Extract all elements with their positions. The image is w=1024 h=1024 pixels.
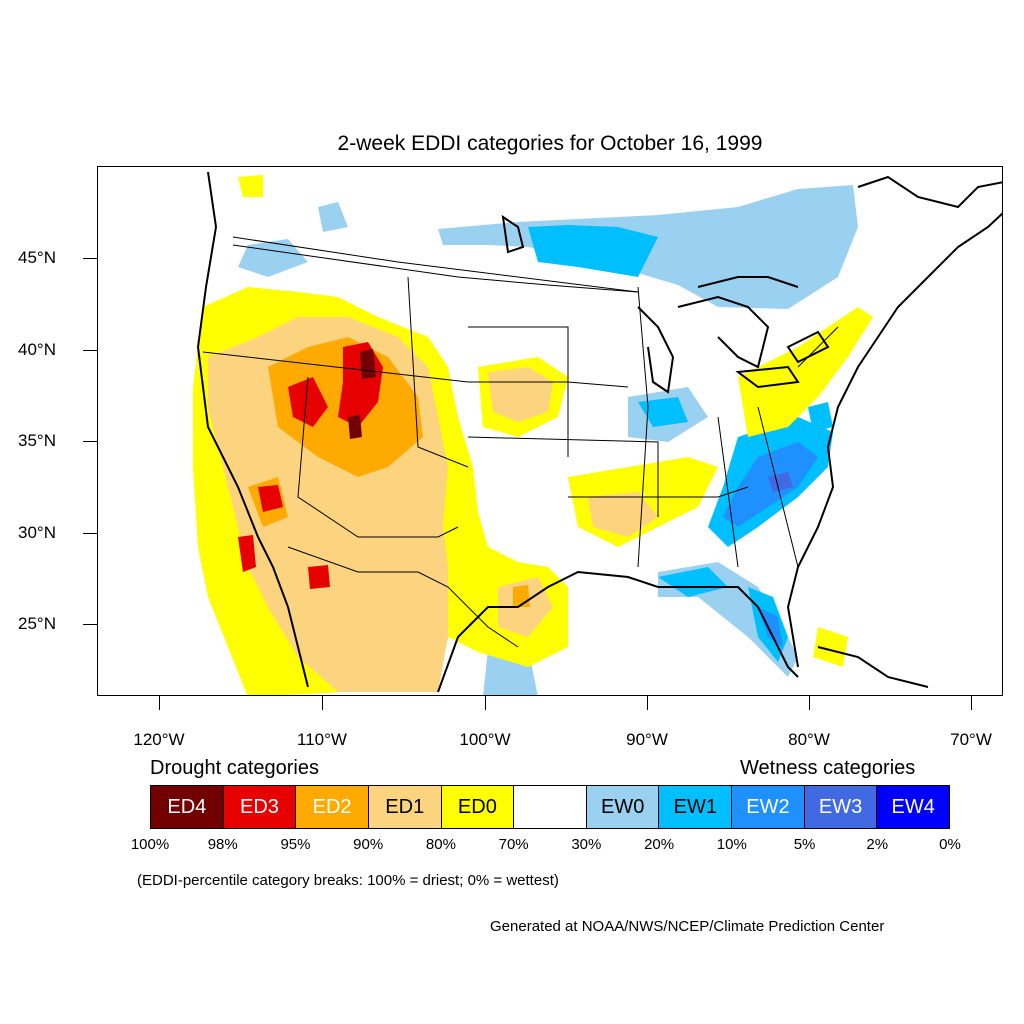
break-label: 80% [425,836,456,853]
lat-tick-40 [83,350,97,351]
country-border [232,236,639,648]
lon-label-80: 80°W [788,730,830,749]
lon-label-90: 90°W [626,730,668,749]
legend-swatch-ed0: ED0 [441,786,515,828]
coastline [196,171,1002,693]
legend-note: (EDDI-percentile category breaks: 100% =… [137,872,559,889]
legend-swatch-ew4: EW4 [877,786,950,828]
wetness-heading: Wetness categories [740,757,916,779]
break-label: 98% [207,836,238,853]
drought-heading: Drought categories [150,757,319,779]
lat-label-40: 40°N [18,340,56,359]
break-label: 0% [939,836,961,853]
credit-text: Generated at NOAA/NWS/NCEP/Climate Predi… [490,918,885,935]
eddi-map [97,166,1003,696]
legend-swatch-ew1: EW1 [659,786,733,828]
lon-label-110: 110°W [297,730,347,749]
legend-swatch-ed2: ED2 [296,786,369,828]
lon-tick-80 [809,696,810,710]
break-label: 2% [866,836,889,853]
lat-label-45: 45°N [18,248,56,267]
break-label: 20% [644,836,675,853]
lat-tick-45 [83,258,97,259]
break-label: 90% [353,836,384,853]
lat-label-30: 30°N [18,523,56,542]
legend-swatch-ew3: EW3 [804,786,878,828]
legend-swatch-ew0: EW0 [586,786,660,828]
lon-tick-110 [322,696,323,710]
break-label: 100% [130,836,170,853]
lon-tick-100 [485,696,486,710]
lat-tick-35 [83,441,97,442]
lat-tick-30 [83,533,97,534]
lon-label-120: 120°W [133,730,185,749]
lon-label-100: 100°W [459,730,511,749]
break-label: 10% [716,836,747,853]
break-label: 70% [498,836,529,853]
lon-tick-90 [647,696,648,710]
lat-tick-25 [83,624,97,625]
break-label: 30% [571,836,602,853]
map-title: 2-week EDDI categories for October 16, 1… [337,132,763,155]
lat-label-35: 35°N [18,431,56,450]
legend-swatch-ew2: EW2 [732,786,805,828]
category-legend: ED4 ED3 ED2 ED1 ED0 EW0 EW1 EW2 EW3 EW4 [150,785,950,829]
break-label: 95% [280,836,311,853]
state-borders [202,244,839,568]
lon-tick-70 [971,696,972,710]
lon-label-70: 70°W [950,730,992,749]
legend-swatch-ed3: ED3 [223,786,297,828]
lat-label-25: 25°N [18,614,56,633]
lon-tick-120 [159,696,160,710]
wet-region-ew3 [768,472,793,492]
legend-swatch-ed4: ED4 [151,786,224,828]
legend-swatch-neutral [514,786,587,828]
legend-swatch-ed1: ED1 [368,786,442,828]
break-label: 5% [793,836,816,853]
map-canvas [193,171,1002,695]
